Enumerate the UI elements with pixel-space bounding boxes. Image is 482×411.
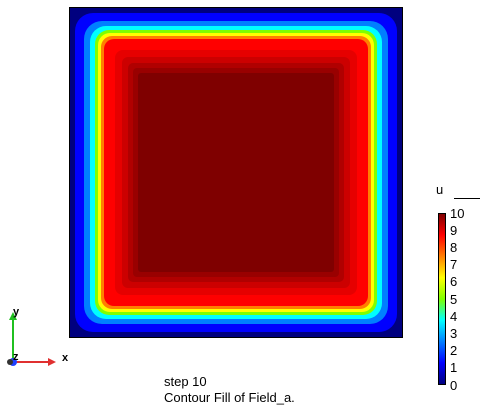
contour-plot[interactable]	[69, 7, 403, 338]
colorbar-tick-label: 5	[450, 291, 458, 307]
colorbar	[438, 213, 446, 385]
y-axis-label: y	[13, 306, 20, 318]
colorbar-tick-label: 6	[450, 274, 458, 290]
contour-fill	[70, 8, 402, 337]
colorbar-tick-label: 7	[450, 257, 458, 273]
legend-title-underline	[454, 198, 480, 199]
z-axis-label: z	[13, 351, 19, 363]
colorbar-tick-label: 4	[450, 308, 458, 324]
y-axis-arrow-icon	[9, 312, 17, 320]
colorbar-tick-label: 2	[450, 343, 458, 359]
axes-triad: y z x	[7, 306, 69, 366]
colorbar-tick-label: 8	[450, 239, 458, 255]
x-axis-arrow-icon	[48, 358, 56, 366]
colorbar-tick-label: 1	[450, 360, 458, 376]
colorbar-tick-label: 0	[450, 377, 458, 393]
colorbar-tick-label: 3	[450, 325, 458, 341]
colorbar-tick-label: 10	[450, 205, 465, 221]
step-label: step 10	[164, 374, 207, 389]
origin-icon	[7, 359, 13, 365]
legend-title: u	[436, 182, 444, 197]
contour-band-10	[138, 73, 334, 272]
colorbar-tick-label: 9	[450, 222, 458, 238]
plot-description: Contour Fill of Field_a.	[164, 390, 295, 405]
x-axis-label: x	[62, 352, 69, 364]
